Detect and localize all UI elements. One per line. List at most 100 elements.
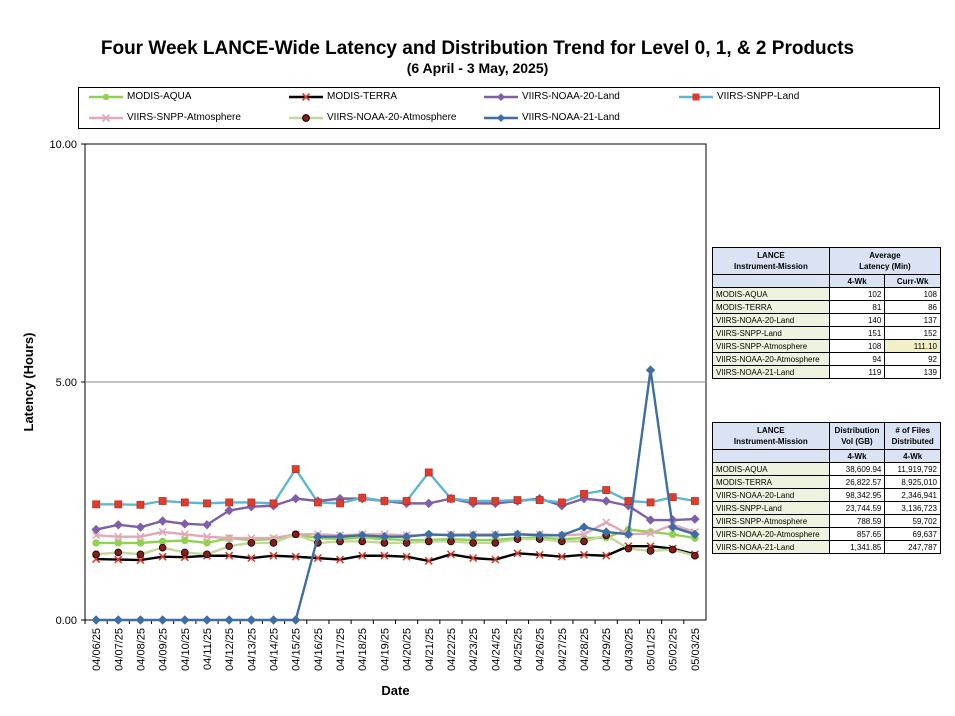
series-4-point <box>92 531 101 540</box>
distribution-row-volume: 26,822.57 <box>828 475 886 489</box>
series-1-point <box>513 549 522 558</box>
distribution-table-body: MODIS-AQUA 38,609.94 11,919,792 MODIS-TERRA… <box>712 462 941 554</box>
legend-swatch <box>484 93 518 101</box>
x-tick-label: 04/21/25 <box>424 628 436 671</box>
series-5-point <box>424 537 433 546</box>
legend-swatch <box>89 113 123 123</box>
series-0-point <box>203 539 211 547</box>
series-6-point <box>357 530 367 540</box>
series-2-point <box>601 496 611 506</box>
legend-swatch <box>289 114 323 122</box>
series-2-point <box>135 522 146 532</box>
series-5-point <box>114 548 123 557</box>
series-6-point <box>623 529 634 540</box>
dist-subheader-files-4wk: 4-Wk <box>884 449 941 463</box>
distribution-row-files: 2,346,941 <box>884 488 941 502</box>
series-3-point <box>114 500 123 509</box>
x-tick-label: 04/19/25 <box>379 628 391 671</box>
latency-row: VIIRS-SNPP-Atmosphere 108 111.10 <box>712 339 941 353</box>
series-line-5 <box>95 533 696 557</box>
legend-label: VIIRS-NOAA-21-Land <box>522 112 620 123</box>
series-6-point <box>557 530 567 540</box>
x-tick-label: 04/10/25 <box>180 628 192 671</box>
series-2-point <box>424 498 434 509</box>
series-3-point <box>136 500 145 509</box>
series-2-point <box>157 516 168 526</box>
series-5-point <box>92 550 100 559</box>
x-tick-label: 04/14/25 <box>269 628 281 671</box>
series-4-point <box>180 530 189 539</box>
distribution-row: MODIS-AQUA 38,609.94 11,919,792 <box>712 462 941 476</box>
series-3-point <box>269 499 278 508</box>
y-tick-label: 0.00 <box>56 615 77 627</box>
series-0-point <box>158 537 167 546</box>
series-0-point <box>181 536 189 545</box>
x-tick-label: 04/30/25 <box>623 628 635 671</box>
legend-label: VIIRS-NOAA-20-Land <box>522 91 620 102</box>
distribution-row-label: MODIS-TERRA <box>712 475 830 489</box>
series-4-point <box>225 534 234 543</box>
series-2-point <box>202 520 212 530</box>
legend-item: VIIRS-NOAA-21-Land <box>482 109 672 127</box>
series-3-point <box>247 498 256 507</box>
latency-row-4wk: 81 <box>828 300 886 314</box>
series-2-point <box>91 524 101 535</box>
series-6-point <box>313 531 323 542</box>
series-3-point <box>602 486 611 494</box>
series-5-point <box>247 539 256 547</box>
legend-swatch <box>679 93 713 101</box>
legend-label: MODIS-TERRA <box>327 91 397 102</box>
series-2-point <box>180 519 190 529</box>
latency-row-label: VIIRS-SNPP-Land <box>712 326 830 340</box>
distribution-row-volume: 23,744.59 <box>828 501 886 515</box>
legend-item: VIIRS-NOAA-20-Atmosphere <box>287 109 477 127</box>
legend-item: MODIS-AQUA <box>87 88 277 106</box>
series-4-point <box>114 532 123 541</box>
series-3-point <box>313 498 322 507</box>
series-3-point <box>646 498 655 507</box>
distribution-row: VIIRS-NOAA-21-Land 1,341.85 247,787 <box>712 540 941 554</box>
series-3-point <box>557 498 566 507</box>
chart-subtitle: (6 April - 3 May, 2025) <box>406 60 549 76</box>
latency-row-label: VIIRS-NOAA-21-Land <box>712 365 830 379</box>
dist-subheader-vol-4wk: 4-Wk <box>828 449 886 463</box>
x-tick-label: 05/02/25 <box>668 628 680 671</box>
x-axis-title: Date <box>381 683 409 698</box>
legend-label: MODIS-AQUA <box>127 91 192 102</box>
series-6-point <box>401 531 412 542</box>
series-6-point <box>180 615 190 625</box>
series-5-point <box>469 539 477 547</box>
latency-row: MODIS-TERRA 81 86 <box>712 300 941 314</box>
series-6-point <box>113 615 123 625</box>
legend-swatch <box>289 92 323 102</box>
series-6-point <box>246 615 257 625</box>
series-3-point <box>624 497 633 505</box>
series-6-point <box>268 615 279 625</box>
series-3-point <box>225 498 234 507</box>
latency-row-currwk: 86 <box>884 300 941 314</box>
series-6-point <box>690 529 700 540</box>
x-tick-label: 04/08/25 <box>135 628 147 671</box>
series-5-point <box>668 545 677 554</box>
latency-subheader-blank <box>712 274 830 288</box>
series-2-point <box>224 505 234 516</box>
dist-header-mission: LANCE Instrument-Mission <box>712 422 830 450</box>
series-6-point <box>446 530 456 540</box>
series-0-point <box>92 539 100 547</box>
series-6-point <box>379 531 390 542</box>
distribution-row-volume: 857.65 <box>828 527 886 541</box>
y-axis-title: Latency (Hours) <box>21 333 36 432</box>
distribution-row-volume: 98,342.95 <box>828 488 886 502</box>
legend-item: VIIRS-NOAA-20-Land <box>482 88 672 106</box>
x-tick-label: 04/20/25 <box>402 628 414 671</box>
series-4-point <box>602 518 611 527</box>
latency-row-label: VIIRS-NOAA-20-Land <box>712 313 830 327</box>
x-tick-label: 04/25/25 <box>512 628 524 671</box>
latency-row-4wk: 102 <box>828 287 886 301</box>
series-3-point <box>447 494 455 503</box>
distribution-row-label: VIIRS-SNPP-Atmosphere <box>712 514 830 528</box>
series-6-point <box>579 522 589 532</box>
latency-header-average: Average Latency (Min) <box>828 247 942 275</box>
legend-item: VIIRS-SNPP-Land <box>677 88 867 106</box>
series-3-point <box>535 496 544 504</box>
